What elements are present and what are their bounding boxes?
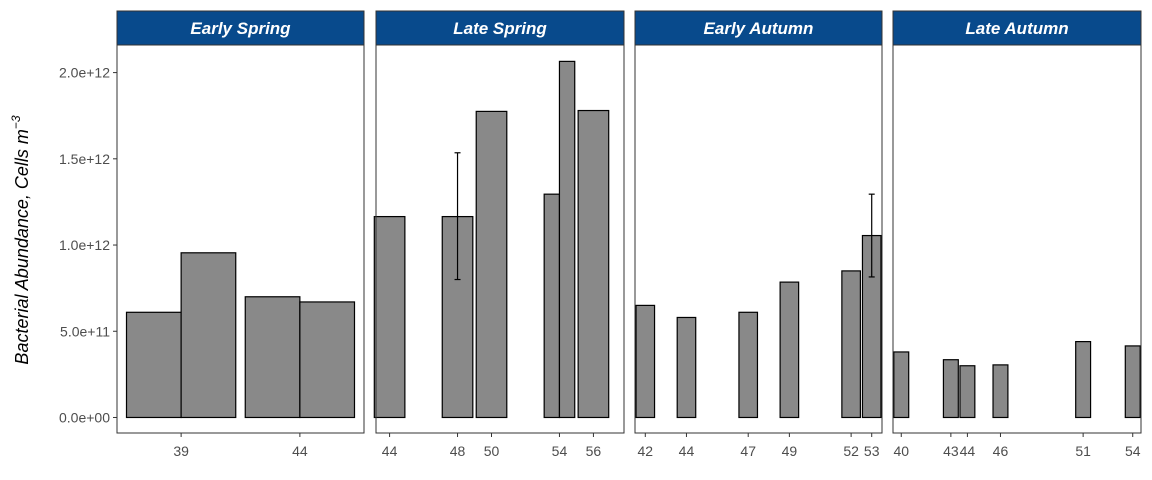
facet-strip [634, 10, 883, 46]
y-axis-label: Bacterial Abundance, Cells m−3 [9, 115, 32, 364]
facet-panel: Late Autumn 40 43 44 46 51 54 [892, 10, 1142, 459]
x-tick-label: 52 [843, 443, 859, 459]
facet-strip [116, 10, 365, 46]
x-tick-label: 51 [1075, 443, 1091, 459]
facet-title: Early Autumn [704, 19, 814, 38]
x-tick-label: 44 [292, 443, 308, 459]
x-tick-label: 54 [552, 443, 568, 459]
x-tick-label: 47 [740, 443, 756, 459]
facet-strip [375, 10, 625, 46]
x-tick-label: 56 [586, 443, 602, 459]
y-tick-label: 2.0e+12 [59, 65, 110, 81]
bar [635, 304, 656, 419]
facet-panels: Early Spring 39 44 Late Spring 44 48 50 54 56 Ear… [116, 10, 1142, 459]
facet-panel: Early Autumn 42 44 47 49 52 53 [634, 10, 883, 459]
facet-title: Early Spring [190, 19, 291, 38]
facet-panel: Late Spring 44 48 50 54 56 [373, 10, 625, 459]
y-axis-label-text: Bacterial Abundance, Cells m [12, 129, 32, 364]
bar [558, 60, 576, 419]
bar [942, 359, 959, 419]
x-tick-label: 44 [960, 443, 976, 459]
x-tick-label: 43 [943, 443, 959, 459]
facet-panel: Early Spring 39 44 [116, 10, 365, 459]
bar [475, 110, 508, 419]
bar [959, 365, 976, 419]
x-tick-label: 42 [638, 443, 654, 459]
x-tick-label: 54 [1125, 443, 1141, 459]
x-tick-label: 53 [864, 443, 880, 459]
x-tick-label: 49 [782, 443, 798, 459]
facet-title: Late Autumn [965, 19, 1068, 38]
panel-border [116, 44, 365, 434]
y-axis: 0.0e+00 5.0e+11 1.0e+12 1.5e+12 2.0e+12 [59, 65, 117, 425]
bar [779, 281, 800, 419]
bar [893, 351, 910, 419]
x-tick-label: 46 [993, 443, 1009, 459]
y-tick-label: 5.0e+11 [60, 323, 110, 339]
bar [543, 193, 561, 419]
y-tick-label: 1.5e+12 [59, 151, 110, 167]
y-tick-label: 0.0e+00 [59, 409, 110, 425]
panel-border [892, 44, 1142, 434]
x-tick-label: 48 [450, 443, 466, 459]
facet-title: Late Spring [453, 19, 547, 38]
bar [244, 296, 301, 419]
bar [125, 311, 182, 419]
bar [180, 252, 237, 419]
bar [676, 316, 697, 419]
facet-strip [892, 10, 1142, 46]
bar [1124, 345, 1141, 419]
bar [1075, 341, 1092, 419]
bar [577, 109, 610, 419]
bar [373, 215, 406, 419]
bar [738, 311, 759, 419]
x-tick-label: 40 [893, 443, 909, 459]
panel-border [375, 44, 625, 434]
y-axis-label-superscript: −3 [9, 115, 23, 129]
x-tick-label: 44 [382, 443, 398, 459]
x-tick-label: 39 [173, 443, 189, 459]
bar [299, 301, 356, 419]
bar [992, 364, 1009, 419]
x-tick-label: 44 [679, 443, 695, 459]
bar [841, 270, 861, 419]
panel-border [634, 44, 883, 434]
y-tick-label: 1.0e+12 [59, 237, 110, 253]
x-tick-label: 50 [484, 443, 500, 459]
